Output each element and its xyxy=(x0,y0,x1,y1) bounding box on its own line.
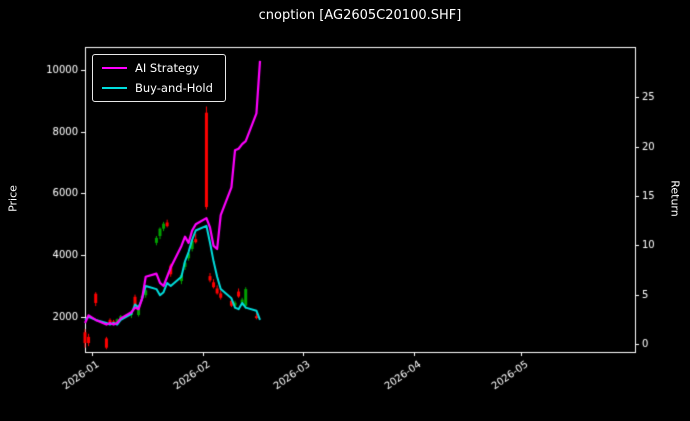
legend-label-buy-and-hold: Buy-and-Hold xyxy=(135,81,213,95)
legend-line-ai-strategy xyxy=(102,67,127,69)
legend-item-buy-and-hold: Buy-and-Hold xyxy=(102,81,213,95)
legend-item-ai-strategy: AI Strategy xyxy=(102,61,213,75)
legend: AI Strategy Buy-and-Hold xyxy=(92,54,226,102)
legend-label-ai-strategy: AI Strategy xyxy=(135,61,200,75)
legend-line-buy-and-hold xyxy=(102,87,127,89)
chart-title: cnoption [AG2605C20100.SHF] xyxy=(258,8,462,23)
y-axis-label-price: Price xyxy=(6,185,20,212)
y-axis-label-return: Return xyxy=(668,180,682,217)
